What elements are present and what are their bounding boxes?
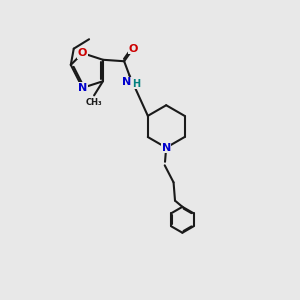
Text: N: N [162,142,171,153]
Text: CH₃: CH₃ [85,98,102,107]
Text: H: H [132,79,140,89]
Text: O: O [128,44,138,54]
Text: O: O [78,48,87,58]
Text: N: N [122,77,132,87]
Text: N: N [78,83,87,93]
